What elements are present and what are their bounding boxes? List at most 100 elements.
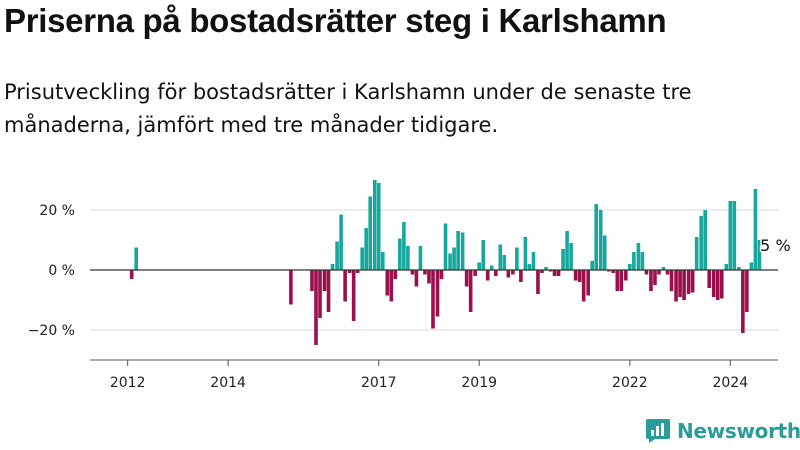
x-tick-label: 2019 xyxy=(461,375,497,391)
bar xyxy=(565,231,569,270)
x-tick-label: 2012 xyxy=(110,375,146,391)
bar xyxy=(414,270,419,287)
bar xyxy=(669,270,674,291)
bar xyxy=(418,246,423,270)
bar xyxy=(548,270,553,272)
bar xyxy=(402,222,406,270)
bar xyxy=(724,264,729,270)
bar xyxy=(678,270,682,297)
bar xyxy=(406,246,410,270)
x-tick-label: 2022 xyxy=(612,375,648,391)
bar xyxy=(653,270,657,285)
bar xyxy=(515,247,519,270)
bar xyxy=(715,270,720,300)
bar xyxy=(707,270,711,288)
bar xyxy=(728,201,733,270)
bar xyxy=(665,270,670,275)
bar xyxy=(360,247,364,270)
bar xyxy=(737,267,741,270)
bar xyxy=(644,270,649,275)
bar xyxy=(661,267,666,270)
bar xyxy=(431,270,435,329)
bar xyxy=(435,270,440,317)
bar xyxy=(380,252,385,270)
bar xyxy=(694,237,699,270)
x-tick-label: 2017 xyxy=(361,375,397,391)
bar xyxy=(343,270,347,302)
bar xyxy=(485,270,490,281)
bar xyxy=(544,267,548,270)
bar xyxy=(489,265,494,270)
y-tick-label: 0 % xyxy=(48,263,75,279)
bar xyxy=(741,270,745,333)
bar xyxy=(473,270,477,276)
bar xyxy=(624,270,628,281)
bar xyxy=(594,204,599,270)
bar xyxy=(439,270,444,279)
chart-subtitle: Prisutveckling för bostadsrätter i Karls… xyxy=(4,80,692,137)
bar xyxy=(619,270,624,291)
bar xyxy=(527,264,532,270)
bar xyxy=(393,270,398,279)
bar xyxy=(757,240,762,270)
bar xyxy=(493,270,498,276)
bar xyxy=(577,270,582,282)
bar xyxy=(682,270,686,300)
bar xyxy=(540,270,544,273)
bar xyxy=(355,270,360,273)
bar xyxy=(477,262,481,270)
bar xyxy=(719,270,724,299)
bar xyxy=(590,261,594,270)
bar xyxy=(456,231,460,270)
bar xyxy=(703,210,707,270)
bar xyxy=(606,270,611,272)
bar xyxy=(649,270,653,291)
bar xyxy=(581,270,586,302)
bar xyxy=(289,270,293,305)
bar-chart-logo-icon xyxy=(646,419,670,443)
bar xyxy=(699,216,703,270)
latest-value-label: 5 % xyxy=(760,236,790,255)
bar xyxy=(657,270,661,275)
bar xyxy=(498,244,503,270)
chart-title: Priserna på bostadsrätter steg i Karlsha… xyxy=(4,2,667,39)
bar xyxy=(636,243,641,270)
bar xyxy=(556,270,561,276)
bar xyxy=(385,270,390,296)
bar xyxy=(314,270,318,345)
bar xyxy=(753,189,758,270)
bar xyxy=(640,252,645,270)
bar xyxy=(552,270,557,276)
x-tick-label: 2014 xyxy=(210,375,246,391)
bar xyxy=(347,270,352,273)
bar xyxy=(711,270,716,297)
bar xyxy=(536,270,540,294)
bar xyxy=(531,252,536,270)
bar xyxy=(335,241,339,270)
bar xyxy=(448,253,452,270)
bar xyxy=(690,270,695,293)
bar xyxy=(511,270,515,275)
bar xyxy=(561,249,565,270)
bar xyxy=(573,270,578,281)
bar xyxy=(628,264,632,270)
bar xyxy=(632,252,636,270)
bar xyxy=(586,270,590,296)
bar xyxy=(318,270,322,318)
bar xyxy=(519,270,523,282)
bar xyxy=(569,243,573,270)
bar xyxy=(322,270,327,291)
bar xyxy=(330,264,335,270)
bar xyxy=(749,262,754,270)
bar xyxy=(452,247,456,270)
bar xyxy=(427,270,431,284)
bar xyxy=(310,270,314,291)
bar xyxy=(410,270,415,275)
bar xyxy=(389,270,394,302)
bar xyxy=(481,240,486,270)
bar xyxy=(134,247,138,270)
bar xyxy=(674,270,678,302)
bar xyxy=(364,228,368,270)
bar xyxy=(398,238,402,270)
